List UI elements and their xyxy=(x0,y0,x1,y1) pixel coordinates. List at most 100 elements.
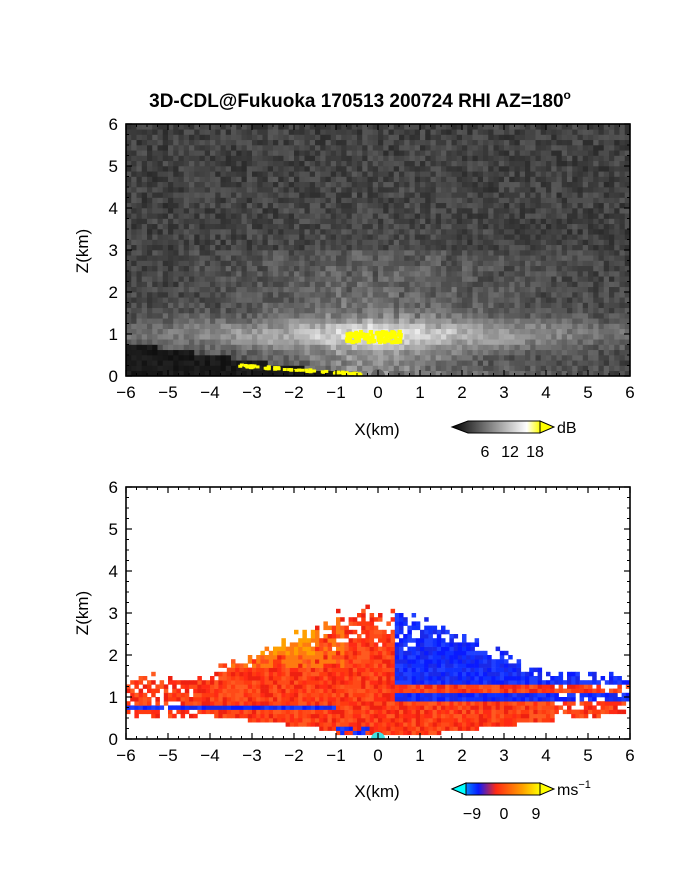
snr-saturated-pixel xyxy=(265,366,270,370)
snr-saturated-pixel xyxy=(248,364,253,368)
snr-saturated-pixel xyxy=(360,332,365,337)
snr-ytick-label: 1 xyxy=(109,325,118,344)
snr-xtick-label: 2 xyxy=(457,383,466,402)
velocity-ytick-label: 6 xyxy=(109,478,118,497)
snr-saturated-pixel xyxy=(282,368,287,372)
snr-xtick-label: 5 xyxy=(583,383,592,402)
snr-saturated-pixel xyxy=(340,370,345,374)
snr-ylabel: Z(km) xyxy=(73,229,92,273)
snr-saturated-pixel xyxy=(356,338,361,343)
chart-title: 3D-CDL@Fukuoka 170513 200724 RHI AZ=180o xyxy=(149,88,571,112)
velocity-ytick-label: 2 xyxy=(109,646,118,665)
velocity-axis-ticks: −6 −5 −4 −3 −2 −1 0 1 2 3 4 5 6 0 1 2 3 4 5 6 xyxy=(109,478,635,765)
snr-saturated-pixel xyxy=(345,332,350,337)
snr-xtick-label: −2 xyxy=(284,383,303,402)
velocity-panel: −6 −5 −4 −3 −2 −1 0 1 2 3 4 5 6 0 1 2 3 4 5 6 Z(km) X(km) m… xyxy=(73,478,635,823)
snr-colorbar: dB 6 12 18 xyxy=(450,420,577,461)
snr-saturated-pixel xyxy=(321,370,326,374)
velocity-xtick-label: 2 xyxy=(457,746,466,765)
snr-saturated-pixel xyxy=(289,368,294,372)
snr-saturated-pixel xyxy=(358,329,363,334)
snr-ytick-label: 5 xyxy=(109,157,118,176)
snr-saturated-pixel xyxy=(372,338,377,343)
velocity-colorbar-tick-neg9: −9 xyxy=(463,806,481,823)
snr-saturated-pixel xyxy=(244,364,249,368)
velocity-ytick-label: 4 xyxy=(109,562,118,581)
velocity-colorbar: ms−1 −9 0 9 xyxy=(450,779,591,823)
snr-saturated-pixel xyxy=(366,340,371,345)
velocity-xtick-label: −5 xyxy=(158,746,177,765)
snr-saturated-pixel xyxy=(305,369,310,373)
velocity-xtick-label: 3 xyxy=(499,746,508,765)
snr-xlabel: X(km) xyxy=(354,420,399,439)
snr-saturated-pixel xyxy=(363,332,368,337)
snr-colorbar-tick-12: 12 xyxy=(501,444,519,461)
snr-colorbar-max-arrow xyxy=(539,420,556,434)
snr-saturated-pixel xyxy=(348,372,353,376)
snr-ytick-label: 3 xyxy=(109,241,118,260)
snr-saturated-pixel xyxy=(338,371,343,375)
snr-saturated-pixel xyxy=(394,337,399,342)
velocity-ytick-label: 0 xyxy=(109,730,118,749)
velocity-colorbar-max-arrow xyxy=(539,782,556,796)
snr-saturated-pixel xyxy=(392,331,397,336)
snr-colorbar-tick-6: 6 xyxy=(481,444,490,461)
velocity-ytick-label: 3 xyxy=(109,604,118,623)
snr-saturated-pixel xyxy=(386,338,391,343)
velocity-colorbar-tick-9: 9 xyxy=(532,806,541,823)
snr-saturated-pixel xyxy=(383,330,388,335)
snr-saturated-pixel xyxy=(355,332,360,337)
snr-saturated-pixel xyxy=(390,340,395,345)
velocity-colorbar-unit: ms−1 xyxy=(557,779,591,799)
velocity-ylabel: Z(km) xyxy=(73,591,92,635)
snr-saturated-pixel xyxy=(388,332,393,337)
velocity-ytick-label: 5 xyxy=(109,520,118,539)
velocity-ytick-label: 1 xyxy=(109,688,118,707)
snr-xtick-label: 4 xyxy=(541,383,550,402)
snr-saturated-pixel xyxy=(356,335,361,340)
snr-colorbar-tick-18: 18 xyxy=(526,444,544,461)
snr-saturated-pixel xyxy=(395,339,400,344)
snr-saturated-pixel xyxy=(358,373,363,376)
snr-saturated-pixel xyxy=(379,334,384,339)
snr-saturated-pixel xyxy=(392,340,397,345)
velocity-xlabel: X(km) xyxy=(354,782,399,801)
snr-saturated-pixel xyxy=(393,334,398,339)
snr-xtick-label: −3 xyxy=(242,383,261,402)
snr-heatmap xyxy=(126,124,630,376)
velocity-xtick-label: 6 xyxy=(625,746,634,765)
velocity-xtick-label: 4 xyxy=(541,746,550,765)
snr-saturated-pixel xyxy=(376,337,381,342)
snr-ytick-label: 4 xyxy=(109,199,118,218)
snr-saturated-pixel xyxy=(354,339,359,344)
velocity-xtick-label: 1 xyxy=(415,746,424,765)
velocity-xtick-label: 0 xyxy=(373,746,382,765)
velocity-xtick-label: −2 xyxy=(284,746,303,765)
snr-saturated-pixel xyxy=(397,329,402,334)
snr-saturated-pixel xyxy=(364,336,369,341)
snr-xtick-label: 3 xyxy=(499,383,508,402)
velocity-colorbar-tick-0: 0 xyxy=(500,806,509,823)
velocity-xtick-label: −1 xyxy=(326,746,345,765)
snr-saturated-pixel xyxy=(297,368,302,372)
snr-saturated-pixel xyxy=(359,334,364,339)
snr-saturated-pixel xyxy=(382,339,387,344)
velocity-heatmap xyxy=(126,487,630,739)
snr-saturated-pixel xyxy=(238,364,243,368)
snr-ytick-label: 6 xyxy=(109,115,118,134)
snr-saturated-pixel xyxy=(384,337,389,342)
snr-xtick-label: −4 xyxy=(200,383,219,402)
velocity-xtick-label: −4 xyxy=(200,746,219,765)
snr-xtick-label: 1 xyxy=(415,383,424,402)
snr-saturated-pixel xyxy=(398,333,403,338)
snr-saturated-pixel xyxy=(390,331,395,336)
snr-saturated-pixel xyxy=(312,369,317,373)
snr-saturated-pixel xyxy=(370,333,375,338)
snr-saturated-pixel xyxy=(377,340,382,345)
snr-saturated-pixel xyxy=(255,365,260,369)
snr-saturated-pixel xyxy=(385,331,390,336)
snr-xtick-label: −5 xyxy=(158,383,177,402)
snr-saturated-pixel xyxy=(308,368,313,372)
snr-saturated-pixel xyxy=(351,340,356,345)
